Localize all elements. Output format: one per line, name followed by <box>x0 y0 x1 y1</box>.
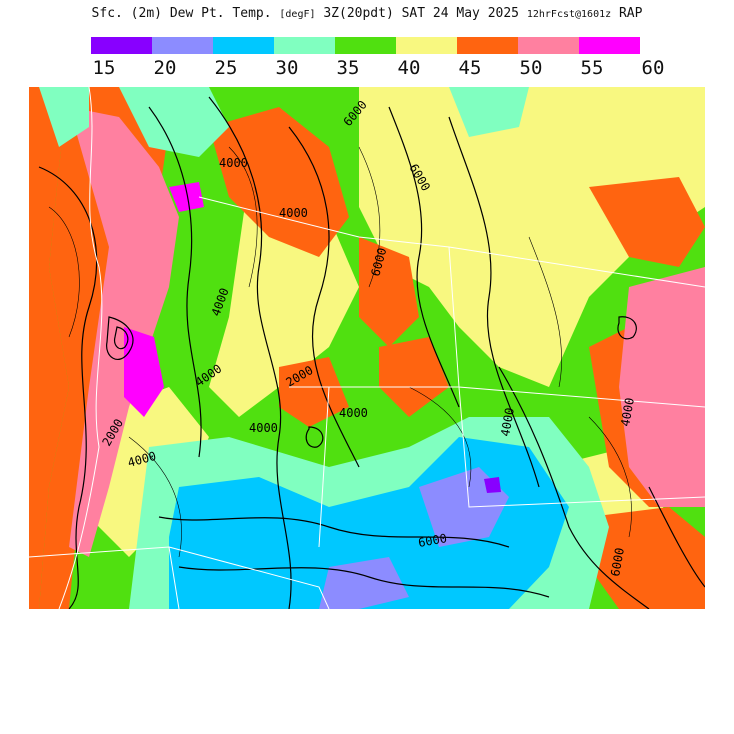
legend-tick-label: 55 <box>580 57 604 79</box>
contour-label: 4000 <box>498 407 517 438</box>
region-aqua-ne <box>449 87 529 137</box>
region-magenta-west <box>124 327 164 417</box>
legend-tick-label: 40 <box>397 57 421 79</box>
region-orange-north <box>209 107 349 257</box>
legend-tick-label: 20 <box>153 57 177 79</box>
legend-tick-label: 35 <box>336 57 360 79</box>
contour-label: 4000 <box>249 421 278 435</box>
region-orange-mid <box>279 357 349 427</box>
legend-swatch <box>335 37 396 54</box>
dewpoint-map: 4000 4000 4000 4000 6000 6000 6000 2000 … <box>29 87 705 609</box>
legend-tick-label: 25 <box>214 57 238 79</box>
title-run: 12hrFcst@1601z <box>526 9 612 20</box>
contour-label: 4000 <box>279 206 308 220</box>
region-aqua-nw <box>39 87 89 147</box>
region-orange-center <box>359 237 419 347</box>
legend-swatch <box>213 37 274 54</box>
legend-swatch <box>91 37 152 54</box>
contour-lines-thin <box>48 146 632 558</box>
chart-title: Sfc. (2m) Dew Pt. Temp. [degF] 3Z(20pdt)… <box>0 6 734 21</box>
contour-label: 6000 <box>608 547 627 578</box>
color-legend-bar <box>91 37 640 54</box>
region-pink-east <box>619 267 705 507</box>
legend-tick-label: 45 <box>458 57 482 79</box>
contour-label: 4000 <box>339 406 368 420</box>
region-purple <box>484 477 501 493</box>
contour-lines <box>38 96 705 609</box>
title-product: Sfc. (2m) Dew Pt. Temp. <box>91 6 272 21</box>
region-orange-mid2 <box>379 337 449 417</box>
region-orange-coast <box>29 87 69 609</box>
legend-swatch <box>518 37 579 54</box>
title-units: [degF] <box>279 9 316 20</box>
legend-tick-label: 50 <box>519 57 543 79</box>
region-orange-se <box>589 507 705 609</box>
title-model: RAP <box>618 6 643 21</box>
title-valid-time: 3Z(20pdt) SAT 24 May 2025 <box>323 6 520 21</box>
legend-tick-label: 15 <box>92 57 116 79</box>
legend-tick-label: 60 <box>641 57 665 79</box>
region-magenta-north <box>169 182 204 212</box>
contour-label: 4000 <box>618 397 637 428</box>
legend-swatch <box>579 37 640 54</box>
color-legend-ticks: 15 20 25 30 35 40 45 50 55 60 <box>0 57 734 83</box>
legend-swatch <box>274 37 335 54</box>
contour-label: 4000 <box>219 156 248 170</box>
legend-swatch <box>457 37 518 54</box>
region-aqua-north <box>119 87 229 157</box>
legend-swatch <box>396 37 457 54</box>
legend-swatch <box>152 37 213 54</box>
contour-label: 6000 <box>417 531 448 550</box>
region-orange-ne <box>589 177 705 267</box>
state-borders <box>29 87 705 609</box>
region-yellow-east <box>359 87 705 387</box>
legend-tick-label: 30 <box>275 57 299 79</box>
